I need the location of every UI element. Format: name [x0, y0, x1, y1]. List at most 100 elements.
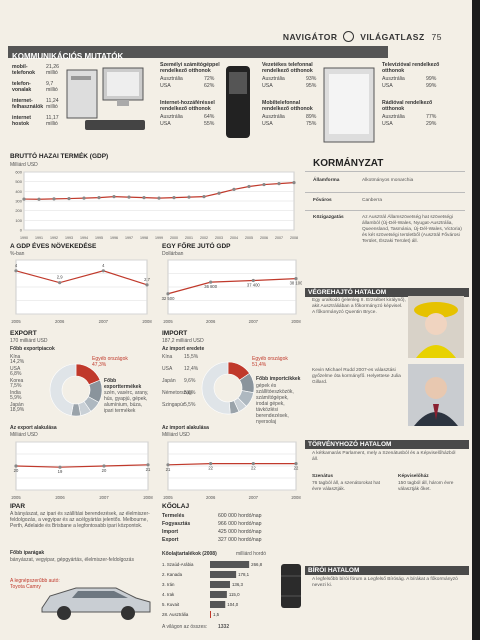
export-line-chart: 20 19 20 21 2005 2006 2007 2008 — [11, 441, 153, 500]
data-point — [277, 182, 281, 186]
koolaj-title: KŐOLAJ — [162, 503, 190, 510]
x-tick-label: 2006 — [55, 495, 65, 500]
queen-portrait-icon — [408, 296, 464, 358]
admin-label: Közigazgatás — [313, 215, 344, 220]
data-point — [202, 195, 206, 199]
book-spine — [472, 0, 480, 640]
series-line — [167, 278, 297, 295]
x-tick-label: 2003 — [215, 236, 223, 240]
reserve-bar — [210, 591, 227, 598]
oil-row-label: Termelés — [162, 513, 185, 519]
x-tick-label: 2008 — [290, 236, 298, 240]
comm-col3-value: 93% — [306, 76, 317, 82]
import-chart-unit: Milliárd USD — [162, 432, 190, 438]
y-tick-label: 400 — [15, 189, 22, 194]
comm-row-label: telefon-vonalak — [12, 81, 32, 94]
x-tick-label: 2008 — [142, 319, 152, 324]
comm-col2-value: 62% — [204, 83, 215, 89]
data-point — [112, 195, 116, 199]
government-title: KORMÁNYZAT — [313, 158, 384, 169]
oil-row-value: 425 000 hordó/nap — [218, 529, 262, 535]
x-tick-label: 2005 — [11, 495, 21, 500]
x-tick-label: 2008 — [291, 495, 301, 500]
import-partner-name: USA — [162, 366, 173, 372]
comm-col2-title: Internet-hozzáféréssel rendelkező otthon… — [160, 100, 215, 113]
data-label: 22 — [294, 466, 299, 471]
x-tick-label: 2007 — [275, 236, 283, 240]
pie-slice — [201, 361, 231, 415]
data-label: 22 — [208, 466, 213, 471]
data-point — [294, 462, 298, 466]
capital-value: Canberra — [362, 198, 382, 203]
import-total: 187,2 milliárd USD — [162, 338, 204, 344]
import-partner-name: Szingapúr — [162, 402, 185, 408]
import-products: gépek és szállítóeszközök, számítógépek,… — [256, 383, 294, 425]
x-tick-label: 1991 — [35, 236, 43, 240]
comm-row-label: internet hostok — [12, 115, 32, 128]
gov-form-value: Alkotmányos monarchia — [362, 178, 414, 183]
data-point — [145, 283, 149, 287]
oil-row-value: 600 000 hordó/nap — [218, 513, 262, 519]
house-text: 150 tagból áll, három évre választják ők… — [398, 481, 454, 492]
import-partners-title: Az import eredete — [162, 346, 205, 352]
import-pie — [201, 361, 255, 415]
reserve-value: 266,8 — [251, 562, 263, 567]
comm-col3-value: 75% — [306, 121, 317, 127]
x-tick-label: 1992 — [50, 236, 58, 240]
x-tick-label: 2007 — [99, 319, 109, 324]
comm-col2-value: 55% — [204, 121, 215, 127]
gov-form-label: Államforma — [313, 178, 340, 183]
data-point — [187, 195, 191, 199]
import-partner-name: Németország — [162, 390, 192, 396]
page-number: 75 — [431, 32, 442, 42]
comm-col4-key: USA — [382, 83, 393, 89]
pie-slice — [49, 363, 77, 416]
reserve-rank: 3. Irán — [162, 582, 175, 587]
import-partner-value: 15,5% — [184, 354, 199, 360]
divider — [305, 210, 465, 211]
data-point — [166, 292, 170, 296]
export-products-title: Főbb exporttermékek — [104, 378, 142, 390]
y-tick-label: 300 — [15, 199, 22, 204]
comm-col3-title: Mobiltelefonnal rendelkező otthonok — [262, 100, 313, 113]
series-line — [15, 270, 148, 286]
x-tick-label: 2002 — [200, 236, 208, 240]
x-tick-label: 2006 — [206, 319, 216, 324]
x-tick-label: 1990 — [20, 236, 28, 240]
exec-text1: Egy uralkodó (jelenleg II. Erzsébet kirá… — [312, 298, 406, 315]
comm-col2-value: 64% — [204, 114, 215, 120]
data-point — [82, 196, 86, 200]
comm-col2-key: USA — [160, 83, 171, 89]
x-tick-label: 2006 — [206, 495, 216, 500]
comm-col3-key: USA — [262, 121, 273, 127]
car-caption: A legnépszerűbb autó: Toyota Camry — [10, 578, 60, 590]
header-right: VILÁGATLASZ — [360, 32, 425, 42]
series-line — [167, 463, 296, 466]
y-tick-label: 500 — [15, 179, 22, 184]
x-tick-label: 1999 — [155, 236, 163, 240]
data-label: 19 — [58, 469, 63, 474]
ipar-sub-text: bányászat, vegyipar, gépgyártás, élelmis… — [10, 557, 134, 563]
reserve-rank: 1. Szaúd-Arábia — [162, 562, 194, 567]
export-partner-value: 6,8% — [10, 371, 22, 377]
admin-value: Az Ausztrál Államszövetség hat szövetség… — [362, 215, 462, 244]
import-products-title: Főbb importcikkek — [256, 376, 301, 382]
data-point — [209, 462, 213, 466]
data-label: 4 — [15, 263, 18, 268]
comm-col4-key: Ausztrália — [382, 114, 405, 120]
data-point — [209, 280, 213, 284]
reserve-rank: 4. Irak — [162, 592, 175, 597]
gdp-unit: Milliárd USD — [10, 162, 38, 168]
reserve-bar — [210, 571, 237, 578]
comm-row-value: 9,7 millió — [46, 81, 58, 94]
comm-col2-title: Személyi számítógéppel rendelkező otthon… — [160, 62, 220, 75]
comm-col3-value: 95% — [306, 83, 317, 89]
growth-unit: %-ban — [10, 251, 25, 257]
data-label: 20 — [14, 468, 19, 473]
comm-col4-value: 99% — [426, 76, 437, 82]
comm-row-value: 11,24 millió — [46, 98, 59, 111]
reserve-value: 178,1 — [238, 572, 250, 577]
reserve-value: 1,5 — [213, 612, 220, 617]
export-partner-name: Japán — [10, 402, 24, 408]
